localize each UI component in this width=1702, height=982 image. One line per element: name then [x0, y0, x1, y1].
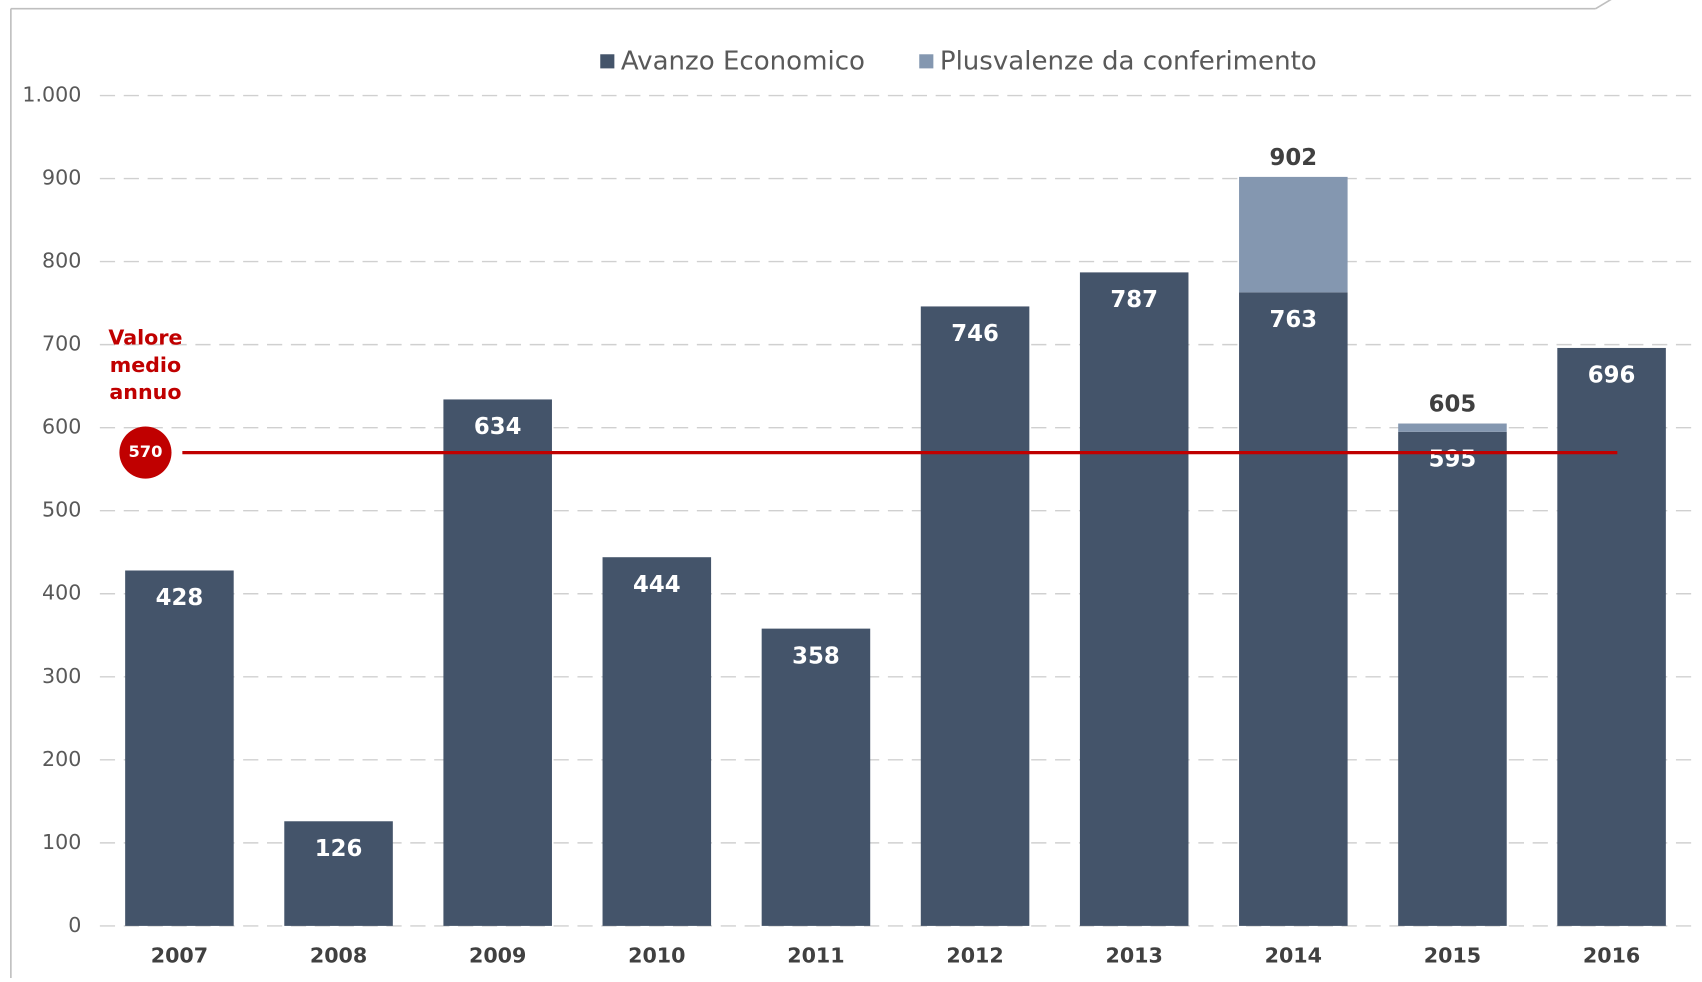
- total-label: 902: [1270, 145, 1318, 171]
- y-tick-label: 800: [42, 249, 81, 273]
- y-tick-label: 200: [42, 747, 81, 771]
- bar: [602, 557, 712, 926]
- value-label: 763: [1270, 307, 1318, 333]
- bar: [125, 570, 234, 926]
- legend-swatch: [919, 54, 934, 69]
- y-tick-label: 600: [42, 415, 81, 439]
- bar: [1079, 272, 1189, 926]
- bar: [443, 399, 552, 926]
- bar: [761, 628, 871, 926]
- bar: [1239, 176, 1348, 293]
- y-tick-label: 700: [42, 332, 81, 356]
- y-tick-label: 0: [68, 913, 81, 937]
- value-label: 126: [315, 836, 363, 862]
- value-label: 746: [951, 321, 999, 347]
- value-label: 787: [1110, 287, 1158, 313]
- x-tick-label: 2008: [310, 943, 367, 967]
- value-label: 428: [156, 585, 204, 611]
- y-tick-label: 100: [42, 830, 81, 854]
- bar: [284, 821, 393, 926]
- y-tick-label: 1.000: [22, 83, 81, 107]
- y-tick-label: 900: [42, 166, 81, 190]
- x-tick-label: 2016: [1583, 943, 1640, 967]
- total-label: 605: [1429, 392, 1477, 418]
- x-tick-label: 2011: [787, 943, 844, 967]
- value-label: 696: [1588, 363, 1636, 389]
- legend-label: Plusvalenze da conferimento: [940, 46, 1317, 76]
- x-tick-label: 2015: [1424, 943, 1481, 967]
- legend-label: Avanzo Economico: [621, 46, 865, 76]
- average-marker: [119, 426, 172, 479]
- legend-swatch: [600, 54, 615, 69]
- average-label: Valore medio annuo: [108, 326, 182, 404]
- x-tick-label: 2009: [469, 943, 526, 967]
- x-tick-label: 2007: [151, 943, 208, 967]
- y-tick-label: 400: [42, 581, 81, 605]
- value-label: 358: [792, 643, 840, 669]
- bar: [1398, 431, 1507, 926]
- y-tick-label: 500: [42, 498, 81, 522]
- x-tick-label: 2013: [1106, 943, 1163, 967]
- bar: [1398, 423, 1507, 432]
- value-label: 634: [474, 414, 522, 440]
- average-value: 570: [128, 442, 162, 461]
- value-label: 444: [633, 572, 681, 598]
- bar: [1557, 347, 1666, 926]
- frame: [1595, 0, 1612, 10]
- x-tick-label: 2014: [1265, 943, 1322, 967]
- bar: [1239, 292, 1348, 926]
- x-tick-label: 2012: [946, 943, 1003, 967]
- y-tick-label: 300: [42, 664, 81, 688]
- bar: [920, 306, 1030, 926]
- value-label: 595: [1429, 447, 1477, 473]
- x-tick-label: 2010: [628, 943, 685, 967]
